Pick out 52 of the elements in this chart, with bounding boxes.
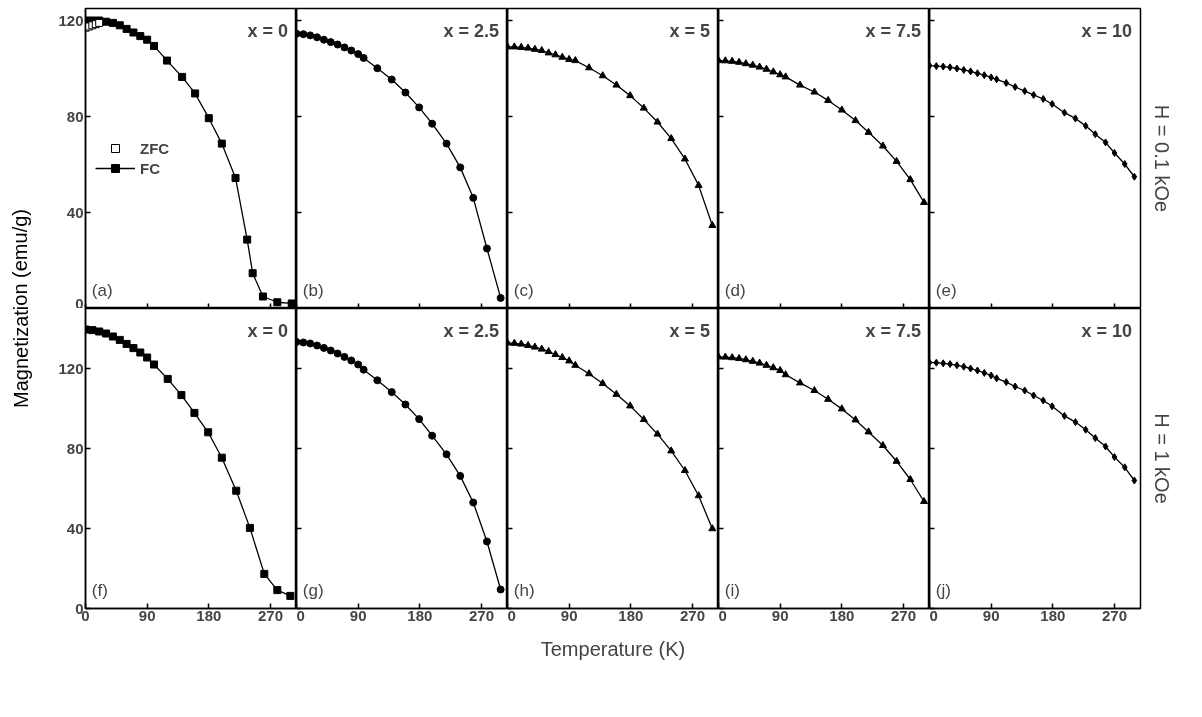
- annotation: (f): [91, 580, 108, 600]
- y2-axis-title: H = 1 kOe: [1150, 413, 1173, 504]
- annotation: x = 10: [1081, 20, 1133, 41]
- annotation: x = 7.5: [865, 320, 922, 341]
- x-tick-label: 180: [618, 606, 644, 624]
- annotation: x = 7.5: [865, 20, 922, 41]
- x-tick-label: 90: [560, 606, 578, 624]
- legend-label: FC: [140, 159, 160, 177]
- x-tick-label: 90: [771, 606, 789, 624]
- legend-label: ZFC: [140, 139, 170, 157]
- annotation: (g): [302, 580, 324, 600]
- annotation: x = 10: [1081, 320, 1133, 341]
- x-tick-label: 0: [296, 606, 305, 624]
- annotation: (h): [513, 580, 535, 600]
- annotation: x = 0: [247, 320, 289, 341]
- annotation: x = 2.5: [443, 320, 500, 341]
- annotation: x = 0: [247, 20, 289, 41]
- annotation: x = 2.5: [443, 20, 500, 41]
- y-tick-label: 120: [58, 359, 84, 377]
- x-tick-label: 270: [1101, 606, 1127, 624]
- y2-axis-title: H = 0.1 kOe: [1150, 104, 1173, 213]
- x-tick-label: 90: [349, 606, 367, 624]
- annotation: (d): [724, 280, 746, 300]
- x-tick-label: 0: [507, 606, 516, 624]
- x-tick-label: 180: [407, 606, 433, 624]
- x-tick-label: 0: [718, 606, 727, 624]
- x-tick-label: 270: [679, 606, 705, 624]
- y-tick-label: 80: [66, 107, 84, 125]
- x-tick-label: 270: [468, 606, 494, 624]
- annotation: (b): [302, 280, 324, 300]
- x-tick-label: 180: [829, 606, 855, 624]
- y-tick-label: 40: [66, 203, 84, 221]
- x-tick-label: 0: [929, 606, 938, 624]
- x-tick-label: 90: [982, 606, 1000, 624]
- x-tick-label: 180: [1040, 606, 1066, 624]
- y-tick-label: 40: [66, 519, 84, 537]
- y-tick-label: 80: [66, 439, 84, 457]
- x-axis-title: Temperature (K): [540, 637, 686, 660]
- y-tick-label: 0: [75, 294, 84, 312]
- annotation: x = 5: [669, 20, 711, 41]
- annotation: (a): [91, 280, 113, 300]
- annotation: (e): [935, 280, 957, 300]
- x-tick-label: 180: [196, 606, 222, 624]
- y-tick-label: 120: [58, 11, 84, 29]
- y-axis-title: Magnetization (emu/g): [9, 209, 32, 408]
- x-tick-label: 270: [257, 606, 283, 624]
- x-tick-label: 90: [138, 606, 156, 624]
- annotation: (c): [513, 280, 534, 300]
- annotation: (i): [724, 580, 740, 600]
- x-tick-label: 270: [890, 606, 916, 624]
- annotation: x = 5: [669, 320, 711, 341]
- annotation: (j): [935, 580, 951, 600]
